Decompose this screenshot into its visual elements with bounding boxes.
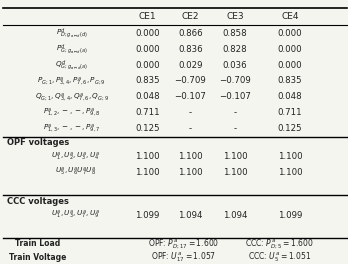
Text: 0.125: 0.125 xyxy=(135,124,160,133)
Text: CE3: CE3 xyxy=(226,12,244,21)
Text: CCC: $U^a_5 = 1.051$: CCC: $U^a_5 = 1.051$ xyxy=(248,251,311,264)
Text: Train Load: Train Load xyxy=(15,239,60,248)
Text: Train Voltage: Train Voltage xyxy=(9,253,66,262)
Text: 0.858: 0.858 xyxy=(223,29,247,38)
Text: OPF: $U^a_{17} = 1.057$: OPF: $U^a_{17} = 1.057$ xyxy=(151,251,216,264)
Text: $P^d_{D;g_{a\leftrightarrow d}(d)}$: $P^d_{D;g_{a\leftrightarrow d}(d)}$ xyxy=(56,26,88,40)
Text: 1.100: 1.100 xyxy=(223,168,247,177)
Text: 0.048: 0.048 xyxy=(278,92,302,101)
Text: 0.828: 0.828 xyxy=(223,45,247,54)
Text: $Q_{G;1},Q^a_{3,4},Q^a_{7,6},Q_{G;9}$: $Q_{G;1},Q^a_{3,4},Q^a_{7,6},Q_{G;9}$ xyxy=(35,91,109,103)
Text: −0.107: −0.107 xyxy=(219,92,251,101)
Text: 0.866: 0.866 xyxy=(178,29,203,38)
Text: OPF voltages: OPF voltages xyxy=(7,138,69,147)
Text: $U^a_1,U^a_2,U^a_3,U^a_4$: $U^a_1,U^a_2,U^a_3,U^a_4$ xyxy=(51,150,100,163)
Text: CCC: $P^a_{D;5} = 1.600$: CCC: $P^a_{D;5} = 1.600$ xyxy=(245,237,314,251)
Text: 1.100: 1.100 xyxy=(135,168,160,177)
Text: CE4: CE4 xyxy=(281,12,299,21)
Text: 0.000: 0.000 xyxy=(278,60,302,69)
Text: CE2: CE2 xyxy=(182,12,199,21)
Text: −0.709: −0.709 xyxy=(219,76,251,85)
Text: $P^a_{1,3},-,-,P^a_{9,7}$: $P^a_{1,3},-,-,P^a_{9,7}$ xyxy=(43,122,101,134)
Text: −0.709: −0.709 xyxy=(174,76,206,85)
Text: 1.094: 1.094 xyxy=(223,211,247,220)
Text: 0.000: 0.000 xyxy=(278,45,302,54)
Text: 0.000: 0.000 xyxy=(135,29,160,38)
Text: 1.100: 1.100 xyxy=(278,152,302,161)
Text: 0.000: 0.000 xyxy=(278,29,302,38)
Text: 1.099: 1.099 xyxy=(278,211,302,220)
Text: $P_{G;1},P^a_{3,4},P^a_{7,6},P_{G;9}$: $P_{G;1},P^a_{3,4},P^a_{7,6},P_{G;9}$ xyxy=(38,75,106,87)
Text: 0.711: 0.711 xyxy=(135,108,160,117)
Text: 0.048: 0.048 xyxy=(135,92,160,101)
Text: 0.029: 0.029 xyxy=(178,60,203,69)
Text: 0.835: 0.835 xyxy=(278,76,302,85)
Text: -: - xyxy=(189,108,192,117)
Text: 1.094: 1.094 xyxy=(178,211,203,220)
Text: 1.100: 1.100 xyxy=(278,168,302,177)
Text: -: - xyxy=(234,124,237,133)
Text: -: - xyxy=(189,124,192,133)
Text: 1.100: 1.100 xyxy=(178,152,203,161)
Text: $P^a_{1,2},-,-,P^a_{9,8}$: $P^a_{1,2},-,-,P^a_{9,8}$ xyxy=(43,107,101,119)
Text: 0.836: 0.836 xyxy=(178,45,203,54)
Text: 1.100: 1.100 xyxy=(178,168,203,177)
Text: $Q^d_{G;g_{a\leftrightarrow d}(a)}$: $Q^d_{G;g_{a\leftrightarrow d}(a)}$ xyxy=(55,58,88,72)
Text: OPF: $P^a_{D;17} = 1.600$: OPF: $P^a_{D;17} = 1.600$ xyxy=(148,237,219,251)
Text: 1.099: 1.099 xyxy=(135,211,160,220)
Text: 0.036: 0.036 xyxy=(223,60,247,69)
Text: 0.000: 0.000 xyxy=(135,60,160,69)
Text: $U^a_5,U^a_6U^a_7U^a_8$: $U^a_5,U^a_6U^a_7U^a_8$ xyxy=(55,166,96,178)
Text: 1.100: 1.100 xyxy=(223,152,247,161)
Text: 0.711: 0.711 xyxy=(278,108,302,117)
Text: CE1: CE1 xyxy=(139,12,156,21)
Text: 0.125: 0.125 xyxy=(278,124,302,133)
Text: CCC voltages: CCC voltages xyxy=(7,197,69,206)
Text: 1.100: 1.100 xyxy=(135,152,160,161)
Text: -: - xyxy=(234,108,237,117)
Text: 0.000: 0.000 xyxy=(135,45,160,54)
Text: −0.107: −0.107 xyxy=(174,92,206,101)
Text: 0.835: 0.835 xyxy=(135,76,160,85)
Text: $U^a_1,U^a_3,U^a_7,U^a_9$: $U^a_1,U^a_3,U^a_7,U^a_9$ xyxy=(51,209,100,221)
Text: $P^d_{G;g_{a\leftrightarrow d}(a)}$: $P^d_{G;g_{a\leftrightarrow d}(a)}$ xyxy=(56,42,88,56)
